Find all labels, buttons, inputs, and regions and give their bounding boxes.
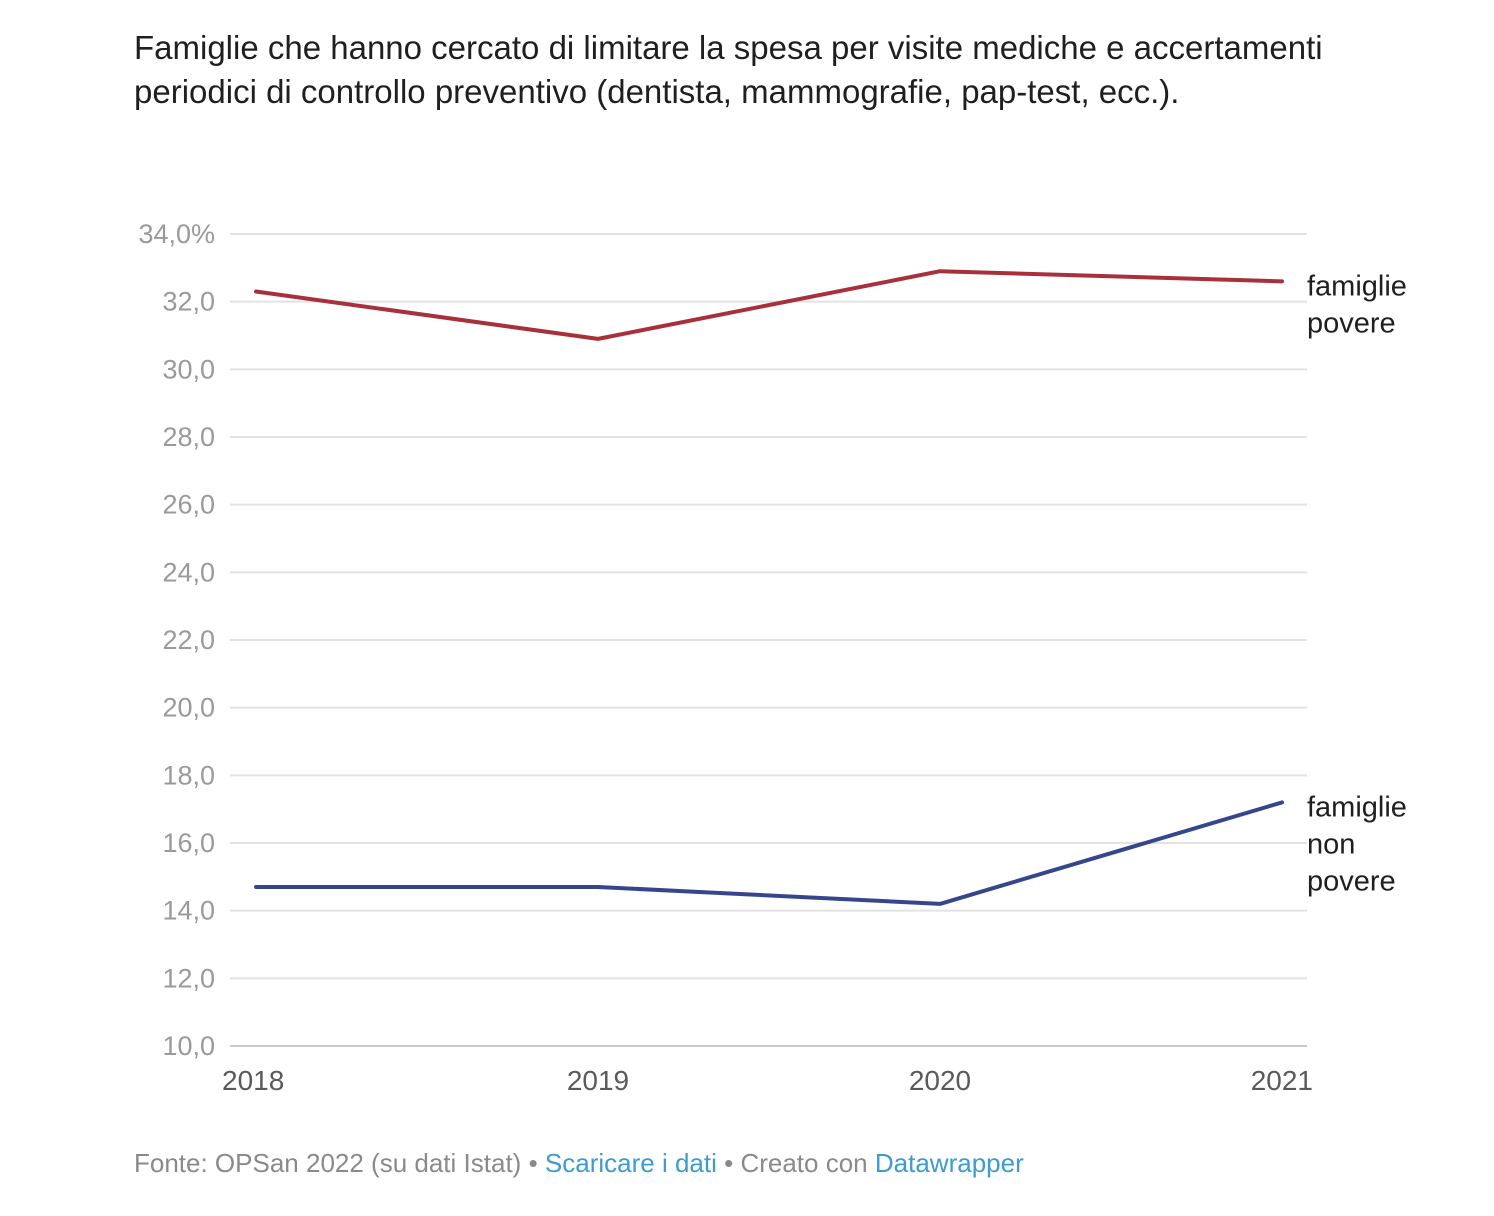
x-tick-label: 2021 <box>1251 1065 1313 1096</box>
series-label: famiglie povere <box>1307 270 1407 339</box>
y-tick-label: 10,0 <box>162 1031 215 1061</box>
download-data-link[interactable]: Scaricare i dati <box>544 1148 717 1178</box>
grid-lines <box>230 233 1307 1047</box>
y-tick-label: 32,0 <box>162 287 215 317</box>
series-line-famiglie-non-povere <box>254 800 1284 906</box>
chart-footer: Fonte: OPSan 2022 (su dati Istat) • Scar… <box>134 1148 1024 1179</box>
source-note: Fonte: OPSan 2022 (su dati Istat) <box>134 1148 522 1178</box>
footer-separator: • <box>528 1148 538 1178</box>
y-tick-label: 28,0 <box>162 422 215 452</box>
y-tick-label: 16,0 <box>162 828 215 858</box>
y-tick-label: 12,0 <box>162 963 215 993</box>
y-tick-label: 14,0 <box>162 896 215 926</box>
series-label: famiglie non povere <box>1307 791 1407 897</box>
y-tick-label: 18,0 <box>162 760 215 790</box>
series-lines <box>254 269 1284 906</box>
y-tick-label: 24,0 <box>162 557 215 587</box>
y-tick-label: 34,0% <box>138 219 215 249</box>
y-tick-label: 22,0 <box>162 625 215 655</box>
chart-title: Famiglie che hanno cercato di limitare l… <box>134 29 1323 110</box>
series-labels: famiglie povere famiglie non povere <box>1307 270 1407 897</box>
x-tick-label: 2020 <box>909 1065 971 1096</box>
series-line-famiglie-povere <box>254 269 1284 341</box>
y-tick-label: 26,0 <box>162 490 215 520</box>
x-axis-ticks: 2018 2019 2020 2021 <box>222 1065 1313 1096</box>
y-tick-label: 20,0 <box>162 693 215 723</box>
y-axis-ticks: 34,0% 32,0 30,0 28,0 26,0 24,0 22,0 20,0 18,0 16,… <box>138 219 215 1061</box>
x-tick-label: 2018 <box>222 1065 284 1096</box>
x-tick-label: 2019 <box>567 1065 629 1096</box>
created-with-text: Creato con <box>740 1148 868 1178</box>
footer-separator: • <box>724 1148 734 1178</box>
y-tick-label: 30,0 <box>162 354 215 384</box>
datawrapper-link[interactable]: Datawrapper <box>874 1148 1024 1178</box>
